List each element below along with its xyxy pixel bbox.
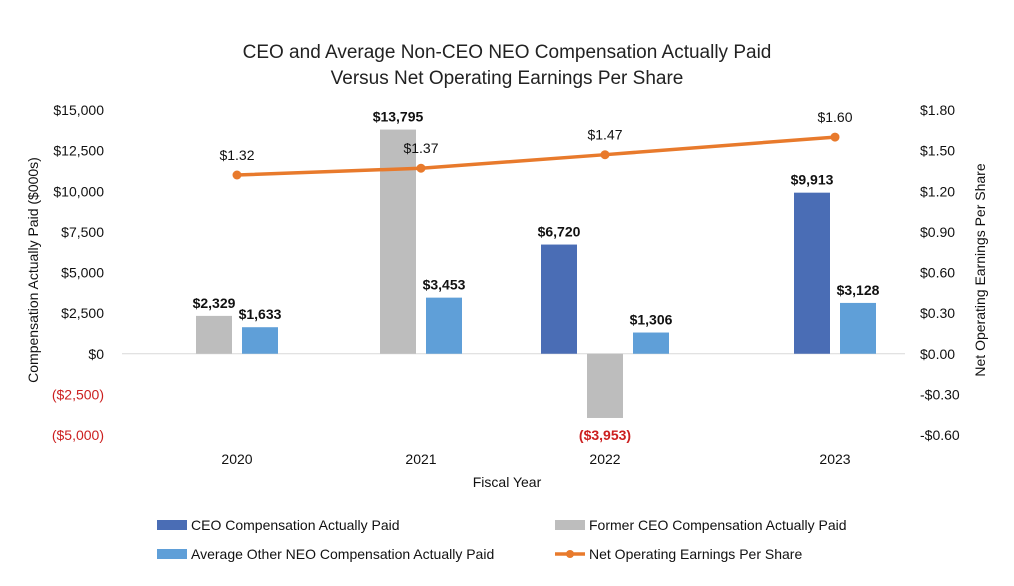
chart-title: CEO and Average Non-CEO NEO Compensation… xyxy=(243,42,772,63)
y-tick-label: $15,000 xyxy=(53,102,104,118)
bar-former-ceo-compensation-actually-paid-2022 xyxy=(587,353,623,418)
legend-label: Former CEO Compensation Actually Paid xyxy=(589,517,847,533)
bar-data-label: $3,453 xyxy=(423,277,466,293)
bar-ceo-compensation-actually-paid-2023 xyxy=(794,192,830,354)
y-tick-label: $5,000 xyxy=(61,265,104,281)
y2-tick-label: $1.80 xyxy=(920,102,955,118)
y-tick-label: $2,500 xyxy=(61,305,104,321)
eps-data-label: $1.60 xyxy=(817,109,852,125)
legend-swatch xyxy=(157,520,187,530)
y-tick-label: ($5,000) xyxy=(52,427,104,443)
y2-tick-label: $0.30 xyxy=(920,305,955,321)
x-tick-label: 2020 xyxy=(221,451,252,467)
chart-subtitle: Versus Net Operating Earnings Per Share xyxy=(331,68,684,89)
eps-point-2023 xyxy=(830,132,840,142)
y2-tick-label: $1.50 xyxy=(920,143,955,159)
y-axis-title: Compensation Actually Paid ($000s) xyxy=(25,157,41,383)
y-tick-label: $0 xyxy=(88,346,104,362)
x-tick-label: 2021 xyxy=(405,451,436,467)
bar-data-label: $1,306 xyxy=(630,312,673,328)
y-tick-label: ($2,500) xyxy=(52,386,104,402)
y2-tick-label: $1.20 xyxy=(920,183,955,199)
y-tick-label: $10,000 xyxy=(53,183,104,199)
eps-point-2021 xyxy=(416,163,426,173)
y2-axis-title: Net Operating Earnings Per Share xyxy=(972,163,988,376)
y-tick-label: $12,500 xyxy=(53,143,104,159)
legend: CEO Compensation Actually Paid Former CEO… xyxy=(157,517,847,562)
legend-swatch xyxy=(555,520,585,530)
y-tick-label: $7,500 xyxy=(61,224,104,240)
eps-data-label: $1.47 xyxy=(587,127,622,143)
eps-point-2020 xyxy=(232,170,242,180)
bar-data-label: $6,720 xyxy=(538,224,581,240)
y2-tick-label: $0.90 xyxy=(920,224,955,240)
x-tick-label: 2022 xyxy=(589,451,620,467)
legend-marker xyxy=(566,550,574,558)
eps-point-2022 xyxy=(600,150,610,160)
bar-data-label: $2,329 xyxy=(193,295,236,311)
bar-data-label: $9,913 xyxy=(791,172,834,188)
x-axis-title: Fiscal Year xyxy=(473,474,542,490)
y2-tick-label: $0.00 xyxy=(920,346,955,362)
y2-tick-label: $0.60 xyxy=(920,265,955,281)
bar-data-label: $1,633 xyxy=(239,306,282,322)
eps-data-label: $1.37 xyxy=(403,140,438,156)
eps-line xyxy=(236,135,836,177)
bar-data-label: $13,795 xyxy=(373,109,424,125)
bar-average-other-neo-compensation-actually-paid-2021 xyxy=(426,297,462,354)
bar-data-label: $3,128 xyxy=(837,282,880,298)
bar-average-other-neo-compensation-actually-paid-2023 xyxy=(840,302,876,354)
legend-label: CEO Compensation Actually Paid xyxy=(191,517,400,533)
legend-label: Average Other NEO Compensation Actually … xyxy=(191,546,494,562)
plot-area: $15,000 $12,500 $10,000 $7,500 $5,000 $2,500 $… xyxy=(52,102,960,467)
y2-tick-label: -$0.60 xyxy=(920,427,960,443)
legend-label: Net Operating Earnings Per Share xyxy=(589,546,802,562)
eps-data-label: $1.32 xyxy=(219,147,254,163)
bar-former-ceo-compensation-actually-paid-2021 xyxy=(380,129,416,354)
legend-swatch xyxy=(157,549,187,559)
bar-former-ceo-compensation-actually-paid-2020 xyxy=(196,315,232,354)
bar-average-other-neo-compensation-actually-paid-2020 xyxy=(242,327,278,354)
y2-tick-label: -$0.30 xyxy=(920,386,960,402)
bar-ceo-compensation-actually-paid-2022 xyxy=(541,244,577,354)
bar-data-label: ($3,953) xyxy=(579,427,631,443)
x-tick-label: 2023 xyxy=(819,451,850,467)
bar-average-other-neo-compensation-actually-paid-2022 xyxy=(633,332,669,354)
